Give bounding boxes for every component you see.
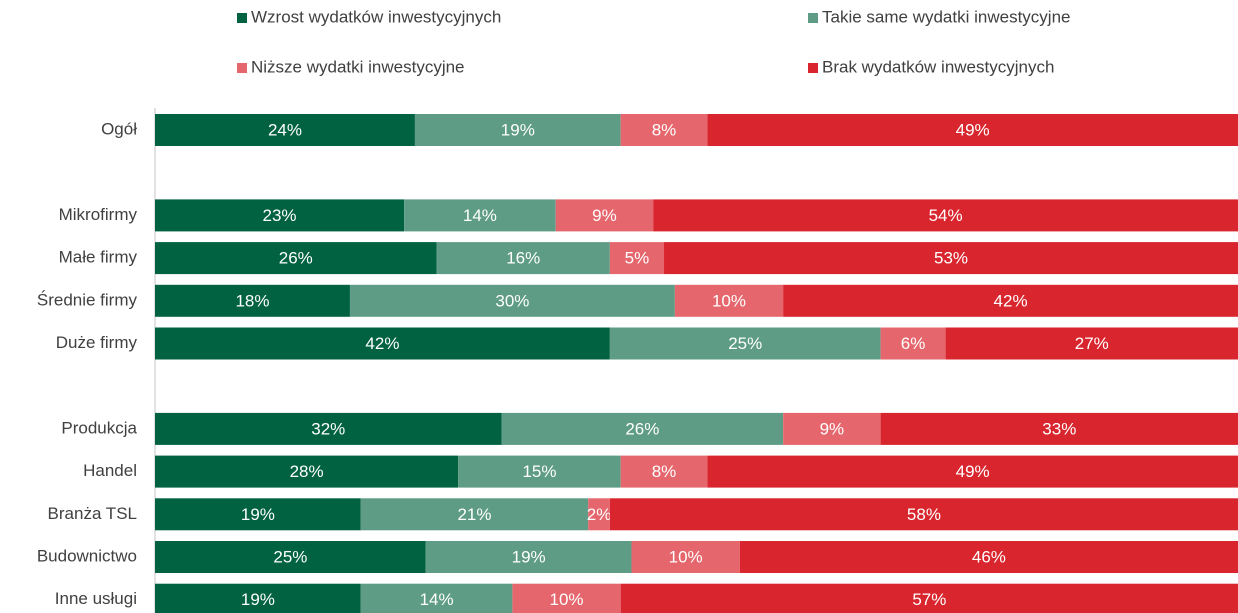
bar-segment [501, 412, 784, 445]
data-label: 57% [912, 590, 946, 609]
data-label: 33% [1042, 419, 1076, 438]
data-label: 26% [625, 419, 659, 438]
category-label: Mikrofirmy [59, 205, 138, 224]
data-label: 26% [279, 249, 313, 268]
category-label: Ogół [101, 119, 137, 138]
data-label: 42% [365, 334, 399, 353]
bar-segment [620, 455, 708, 488]
data-label: 14% [463, 206, 497, 225]
bar-segment [880, 412, 1238, 445]
bar-segment [155, 412, 502, 445]
data-label: 23% [263, 206, 297, 225]
data-label: 25% [728, 334, 762, 353]
data-label: 2% [587, 505, 612, 524]
bar-segment [404, 199, 556, 232]
bar-segment [945, 327, 1238, 360]
data-label: 30% [495, 291, 529, 310]
data-label: 10% [712, 291, 746, 310]
data-label: 8% [652, 120, 677, 139]
category-label: Branża TSL [48, 504, 137, 523]
bar-segment [555, 199, 654, 232]
bar-segment [414, 114, 621, 146]
legend-swatch [808, 13, 818, 23]
data-label: 42% [994, 291, 1028, 310]
legend-label: Takie same wydatki inwestycyjne [822, 7, 1070, 26]
bar-segment [436, 242, 610, 275]
data-label: 21% [457, 505, 491, 524]
bar-segment [620, 114, 708, 146]
legend-swatch [237, 13, 247, 23]
data-label: 9% [592, 206, 617, 225]
data-label: 19% [512, 547, 546, 566]
data-label: 53% [934, 249, 968, 268]
data-label: 6% [901, 334, 926, 353]
bar-segment [783, 284, 1238, 317]
bar-segment [620, 583, 1238, 613]
data-label: 54% [929, 206, 963, 225]
category-label: Produkcja [61, 418, 137, 437]
bar-segment [155, 114, 415, 146]
bar-segment [155, 199, 405, 232]
bar-segment [425, 541, 632, 573]
category-label: Budownictwo [37, 546, 137, 565]
bar-segment [880, 327, 946, 360]
bar-segment [609, 498, 1238, 531]
bar-segment [609, 327, 881, 360]
data-label: 19% [241, 505, 275, 524]
bar-segment [360, 498, 589, 531]
data-label: 25% [273, 547, 307, 566]
bar-segment [155, 541, 426, 573]
data-label: 8% [652, 462, 677, 481]
legend-label: Wzrost wydatków inwestycyjnych [251, 7, 501, 26]
category-label: Średnie firmy [37, 290, 138, 309]
data-label: 18% [235, 291, 269, 310]
data-label: 14% [420, 590, 454, 609]
bar-segment [739, 541, 1238, 573]
legend-label: Brak wydatków inwestycyjnych [822, 57, 1054, 76]
category-label: Inne usługi [55, 589, 137, 608]
bar-segment [155, 284, 350, 317]
bar-segment [707, 114, 1238, 146]
bar-segment [631, 541, 740, 573]
bar-segment [707, 455, 1238, 488]
data-label: 49% [956, 462, 990, 481]
data-label: 24% [268, 120, 302, 139]
data-label: 9% [820, 419, 845, 438]
data-label: 46% [972, 547, 1006, 566]
bar-segment [653, 199, 1238, 232]
data-label: 16% [506, 249, 540, 268]
data-label: 28% [290, 462, 324, 481]
category-label: Handel [83, 461, 137, 480]
data-label: 19% [501, 120, 535, 139]
bar-segment [349, 284, 675, 317]
bar-segment [155, 583, 361, 613]
data-label: 10% [669, 547, 703, 566]
bar-segment [588, 498, 610, 531]
data-label: 27% [1075, 334, 1109, 353]
data-label: 5% [625, 249, 650, 268]
data-label: 10% [550, 590, 584, 609]
bar-segment [155, 498, 361, 531]
data-label: 15% [522, 462, 556, 481]
bar-segment [360, 583, 513, 613]
bar-segment [458, 455, 621, 488]
data-label: 19% [241, 590, 275, 609]
bar-segment [155, 242, 437, 275]
legend-swatch [237, 63, 247, 73]
data-label: 32% [311, 419, 345, 438]
bar-segment [512, 583, 621, 613]
bar-segment [664, 242, 1238, 275]
bar-segment [609, 242, 665, 275]
legend-swatch [808, 63, 818, 73]
legend-label: Niższe wydatki inwestycyjne [251, 57, 465, 76]
data-label: 58% [907, 505, 941, 524]
category-label: Małe firmy [59, 248, 138, 267]
category-label: Duże firmy [56, 333, 138, 352]
bar-segment [783, 412, 881, 445]
bar-segment [674, 284, 784, 317]
bar-segment [155, 327, 610, 360]
bar-segment [155, 455, 459, 488]
data-label: 49% [956, 120, 990, 139]
